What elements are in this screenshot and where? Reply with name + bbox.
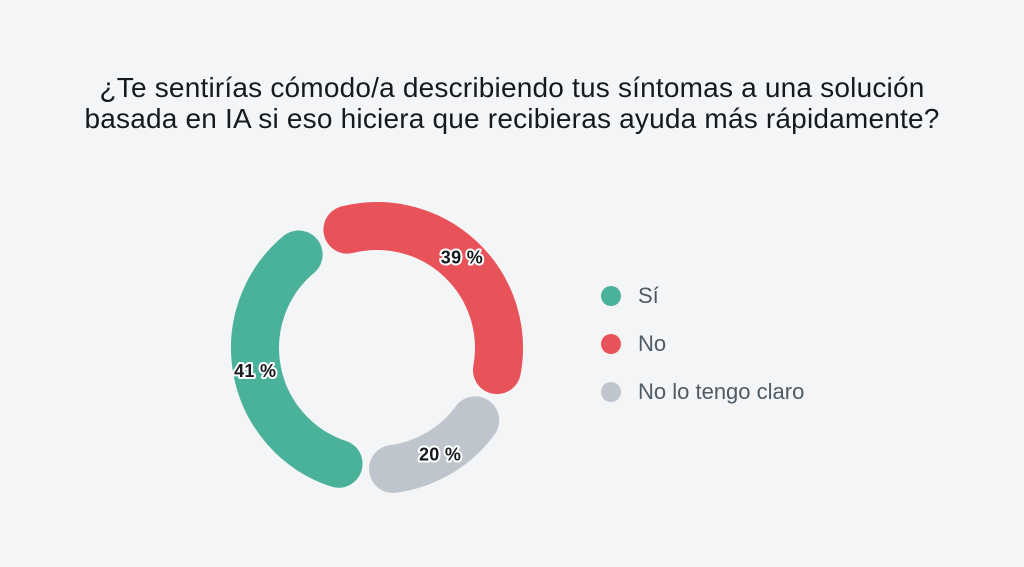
legend-item-si: Sí bbox=[601, 283, 804, 308]
legend-dot-no-lo-tengo-claro-icon bbox=[601, 382, 621, 402]
legend-item-no: No bbox=[601, 331, 804, 356]
legend-dot-si-icon bbox=[601, 286, 621, 306]
segment-value-label-no: 39 % bbox=[441, 248, 483, 268]
legend-label-no-lo-tengo-claro: No lo tengo claro bbox=[638, 379, 805, 404]
donut-segment-s bbox=[231, 230, 363, 488]
segment-value-label-no-lo-tengo-claro: 20 % bbox=[419, 445, 461, 465]
legend-label-si: Sí bbox=[638, 283, 659, 308]
legend-label-no: No bbox=[638, 331, 667, 356]
legend: Sí No No lo tengo claro bbox=[601, 283, 805, 430]
legend-dot-no-icon bbox=[601, 334, 621, 354]
chart-title-line-2: basada en IA si eso hiciera que recibier… bbox=[84, 103, 940, 134]
donut-chart-container: 39 % 20 % 41 % bbox=[207, 178, 547, 518]
donut-segment-no-lo-tengo-claro bbox=[369, 396, 500, 493]
donut-chart: 39 % 20 % 41 % bbox=[231, 202, 523, 493]
chart-title-line-1: ¿Te sentirías cómodo/a describiendo tus … bbox=[99, 72, 925, 103]
segment-value-label-s: 41 % bbox=[234, 361, 276, 381]
donut-segment-no bbox=[323, 202, 523, 395]
chart-title: ¿Te sentirías cómodo/a describiendo tus … bbox=[12, 72, 1012, 134]
legend-item-no-lo-tengo-claro: No lo tengo claro bbox=[601, 379, 805, 404]
